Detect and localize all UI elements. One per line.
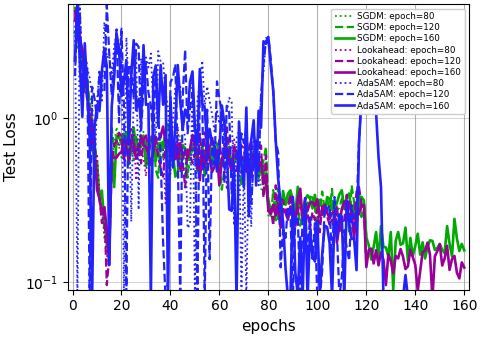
AdaSAM: epoch=80: (57, 1.06): epoch=80: (57, 1.06) — [209, 112, 215, 116]
X-axis label: epochs: epochs — [241, 319, 296, 334]
SGDM: epoch=160: (1, 3.36): epoch=160: (1, 3.36) — [72, 30, 78, 34]
Lookahead: epoch=80: (1, 4.06): epoch=80: (1, 4.06) — [72, 17, 78, 21]
Lookahead: epoch=160: (1, 3.97): epoch=160: (1, 3.97) — [72, 19, 78, 23]
AdaSAM: epoch=160: (106, 0.0819): epoch=160: (106, 0.0819) — [329, 294, 335, 298]
Line: SGDM: epoch=80: SGDM: epoch=80 — [75, 33, 268, 259]
AdaSAM: epoch=160: (133, 0.08): epoch=160: (133, 0.08) — [395, 296, 401, 300]
Lookahead: epoch=120: (120, 0.129): epoch=120: (120, 0.129) — [363, 262, 369, 266]
SGDM: epoch=160: (47, 0.581): epoch=160: (47, 0.581) — [185, 155, 190, 159]
SGDM: epoch=120: (84, 0.374): epoch=120: (84, 0.374) — [275, 186, 281, 190]
Lookahead: epoch=160: (154, 0.119): epoch=160: (154, 0.119) — [447, 268, 453, 272]
Line: AdaSAM: epoch=80: AdaSAM: epoch=80 — [75, 4, 268, 298]
SGDM: epoch=80: (50, 0.698): epoch=80: (50, 0.698) — [192, 142, 198, 146]
AdaSAM: epoch=80: (38, 1.44): epoch=80: (38, 1.44) — [162, 91, 168, 95]
Y-axis label: Test Loss: Test Loss — [4, 113, 19, 181]
SGDM: epoch=120: (96, 0.301): epoch=120: (96, 0.301) — [305, 202, 310, 206]
AdaSAM: epoch=120: (97, 0.249): epoch=120: (97, 0.249) — [307, 215, 313, 219]
Lookahead: epoch=80: (53, 0.741): epoch=80: (53, 0.741) — [200, 138, 205, 142]
SGDM: epoch=80: (72, 0.67): epoch=80: (72, 0.67) — [246, 145, 252, 149]
SGDM: epoch=160: (131, 0.09): epoch=160: (131, 0.09) — [390, 288, 396, 292]
AdaSAM: epoch=120: (120, 3.58): epoch=120: (120, 3.58) — [363, 26, 369, 30]
Lookahead: epoch=120: (68, 0.591): epoch=120: (68, 0.591) — [236, 154, 242, 158]
Lookahead: epoch=120: (96, 0.261): epoch=120: (96, 0.261) — [305, 212, 310, 216]
Lookahead: epoch=80: (72, 0.443): epoch=80: (72, 0.443) — [246, 174, 252, 178]
SGDM: epoch=80: (49, 0.7): epoch=80: (49, 0.7) — [189, 142, 195, 146]
SGDM: epoch=120: (120, 0.19): epoch=120: (120, 0.19) — [363, 235, 369, 239]
Line: Lookahead: epoch=160: Lookahead: epoch=160 — [75, 6, 464, 298]
Lookahead: epoch=80: (15, 0.124): epoch=80: (15, 0.124) — [107, 265, 112, 269]
SGDM: epoch=120: (117, 0.362): epoch=120: (117, 0.362) — [356, 189, 362, 193]
Lookahead: epoch=120: (14, 0.0958): epoch=120: (14, 0.0958) — [104, 283, 110, 287]
SGDM: epoch=120: (1, 4.83): epoch=120: (1, 4.83) — [72, 4, 78, 8]
SGDM: epoch=160: (154, 0.172): epoch=160: (154, 0.172) — [447, 242, 453, 246]
AdaSAM: epoch=80: (54, 1.18): epoch=80: (54, 1.18) — [202, 105, 208, 109]
Lookahead: epoch=160: (47, 0.576): epoch=160: (47, 0.576) — [185, 155, 190, 160]
AdaSAM: epoch=80: (2, 0.08): epoch=80: (2, 0.08) — [75, 296, 80, 300]
SGDM: epoch=80: (80, 0.251): epoch=80: (80, 0.251) — [266, 215, 271, 219]
Lookahead: epoch=160: (2, 4.85): epoch=160: (2, 4.85) — [75, 4, 80, 8]
AdaSAM: epoch=80: (50, 0.08): epoch=80: (50, 0.08) — [192, 296, 198, 300]
AdaSAM: epoch=120: (2, 5): epoch=120: (2, 5) — [75, 2, 80, 6]
SGDM: epoch=80: (56, 0.567): epoch=80: (56, 0.567) — [207, 157, 213, 161]
SGDM: epoch=120: (34, 0.486): epoch=120: (34, 0.486) — [153, 168, 159, 172]
Line: Lookahead: epoch=80: Lookahead: epoch=80 — [75, 19, 268, 267]
Lookahead: epoch=120: (27, 0.703): epoch=120: (27, 0.703) — [136, 142, 142, 146]
AdaSAM: epoch=160: (1, 2.26): epoch=160: (1, 2.26) — [72, 59, 78, 63]
SGDM: epoch=80: (15, 0.138): epoch=80: (15, 0.138) — [107, 257, 112, 261]
AdaSAM: epoch=120: (7, 0.08): epoch=120: (7, 0.08) — [87, 296, 93, 300]
SGDM: epoch=80: (37, 0.678): epoch=80: (37, 0.678) — [160, 144, 166, 148]
AdaSAM: epoch=120: (118, 1.31): epoch=120: (118, 1.31) — [359, 98, 364, 102]
Line: AdaSAM: epoch=160: AdaSAM: epoch=160 — [75, 4, 464, 298]
Lookahead: epoch=160: (90, 0.279): epoch=160: (90, 0.279) — [290, 207, 296, 211]
SGDM: epoch=160: (2, 3.55): epoch=160: (2, 3.55) — [75, 27, 80, 31]
AdaSAM: epoch=120: (1, 1.82): epoch=120: (1, 1.82) — [72, 74, 78, 78]
Lookahead: epoch=120: (1, 4.62): epoch=120: (1, 4.62) — [72, 8, 78, 12]
Lookahead: epoch=160: (34, 0.753): epoch=160: (34, 0.753) — [153, 137, 159, 141]
Lookahead: epoch=80: (56, 0.684): epoch=80: (56, 0.684) — [207, 143, 213, 147]
AdaSAM: epoch=80: (80, 3.08): epoch=80: (80, 3.08) — [266, 37, 271, 41]
AdaSAM: epoch=160: (154, 0.08): epoch=160: (154, 0.08) — [447, 296, 453, 300]
Lookahead: epoch=160: (132, 0.144): epoch=160: (132, 0.144) — [393, 254, 399, 258]
AdaSAM: epoch=160: (91, 0.114): epoch=160: (91, 0.114) — [293, 270, 298, 274]
SGDM: epoch=80: (53, 0.653): epoch=80: (53, 0.653) — [200, 147, 205, 151]
Lookahead: epoch=120: (34, 0.802): epoch=120: (34, 0.802) — [153, 132, 159, 136]
SGDM: epoch=120: (27, 0.639): epoch=120: (27, 0.639) — [136, 148, 142, 152]
AdaSAM: epoch=160: (160, 0.08): epoch=160: (160, 0.08) — [461, 296, 467, 300]
Lookahead: epoch=80: (50, 0.73): epoch=80: (50, 0.73) — [192, 139, 198, 143]
Line: SGDM: epoch=160: SGDM: epoch=160 — [75, 29, 464, 290]
AdaSAM: epoch=160: (2, 5): epoch=160: (2, 5) — [75, 2, 80, 6]
Legend: SGDM: epoch=80, SGDM: epoch=120, SGDM: epoch=160, Lookahead: epoch=80, Lookahead: SGDM: epoch=80, SGDM: epoch=120, SGDM: e… — [331, 8, 465, 114]
AdaSAM: epoch=80: (51, 1.32): epoch=80: (51, 1.32) — [195, 97, 201, 101]
Lookahead: epoch=120: (84, 0.261): epoch=120: (84, 0.261) — [275, 212, 281, 216]
AdaSAM: epoch=120: (85, 0.123): epoch=120: (85, 0.123) — [278, 265, 283, 269]
Line: Lookahead: epoch=120: Lookahead: epoch=120 — [75, 10, 366, 285]
Line: SGDM: epoch=120: SGDM: epoch=120 — [75, 6, 366, 249]
AdaSAM: epoch=160: (35, 0.9): epoch=160: (35, 0.9) — [155, 124, 161, 128]
AdaSAM: epoch=80: (1, 3.69): epoch=80: (1, 3.69) — [72, 24, 78, 28]
AdaSAM: epoch=120: (28, 0.824): epoch=120: (28, 0.824) — [138, 130, 144, 134]
SGDM: epoch=160: (90, 0.316): epoch=160: (90, 0.316) — [290, 198, 296, 202]
Lookahead: epoch=80: (49, 0.637): epoch=80: (49, 0.637) — [189, 148, 195, 152]
SGDM: epoch=160: (105, 0.322): epoch=160: (105, 0.322) — [327, 197, 333, 201]
Lookahead: epoch=160: (147, 0.08): epoch=160: (147, 0.08) — [429, 296, 435, 300]
Lookahead: epoch=80: (80, 0.273): epoch=80: (80, 0.273) — [266, 209, 271, 213]
SGDM: epoch=160: (160, 0.156): epoch=160: (160, 0.156) — [461, 248, 467, 252]
Lookahead: epoch=80: (37, 0.648): epoch=80: (37, 0.648) — [160, 147, 166, 151]
Lookahead: epoch=160: (160, 0.123): epoch=160: (160, 0.123) — [461, 265, 467, 269]
AdaSAM: epoch=120: (69, 0.81): epoch=120: (69, 0.81) — [239, 131, 244, 136]
Lookahead: epoch=120: (117, 0.383): epoch=120: (117, 0.383) — [356, 185, 362, 189]
SGDM: epoch=160: (133, 0.202): epoch=160: (133, 0.202) — [395, 230, 401, 234]
SGDM: epoch=80: (1, 3.35): epoch=80: (1, 3.35) — [72, 31, 78, 35]
AdaSAM: epoch=120: (35, 1.03): epoch=120: (35, 1.03) — [155, 114, 161, 118]
AdaSAM: epoch=80: (3, 5): epoch=80: (3, 5) — [77, 2, 83, 6]
AdaSAM: epoch=80: (73, 0.218): epoch=80: (73, 0.218) — [248, 225, 254, 229]
SGDM: epoch=120: (15, 0.159): epoch=120: (15, 0.159) — [107, 247, 112, 251]
SGDM: epoch=120: (68, 0.519): epoch=120: (68, 0.519) — [236, 163, 242, 167]
AdaSAM: epoch=160: (48, 1.68): epoch=160: (48, 1.68) — [187, 79, 193, 83]
AdaSAM: epoch=160: (8, 0.08): epoch=160: (8, 0.08) — [89, 296, 95, 300]
Line: AdaSAM: epoch=120: AdaSAM: epoch=120 — [75, 4, 366, 298]
SGDM: epoch=160: (34, 0.549): epoch=160: (34, 0.549) — [153, 159, 159, 163]
Lookahead: epoch=160: (105, 0.244): epoch=160: (105, 0.244) — [327, 217, 333, 221]
